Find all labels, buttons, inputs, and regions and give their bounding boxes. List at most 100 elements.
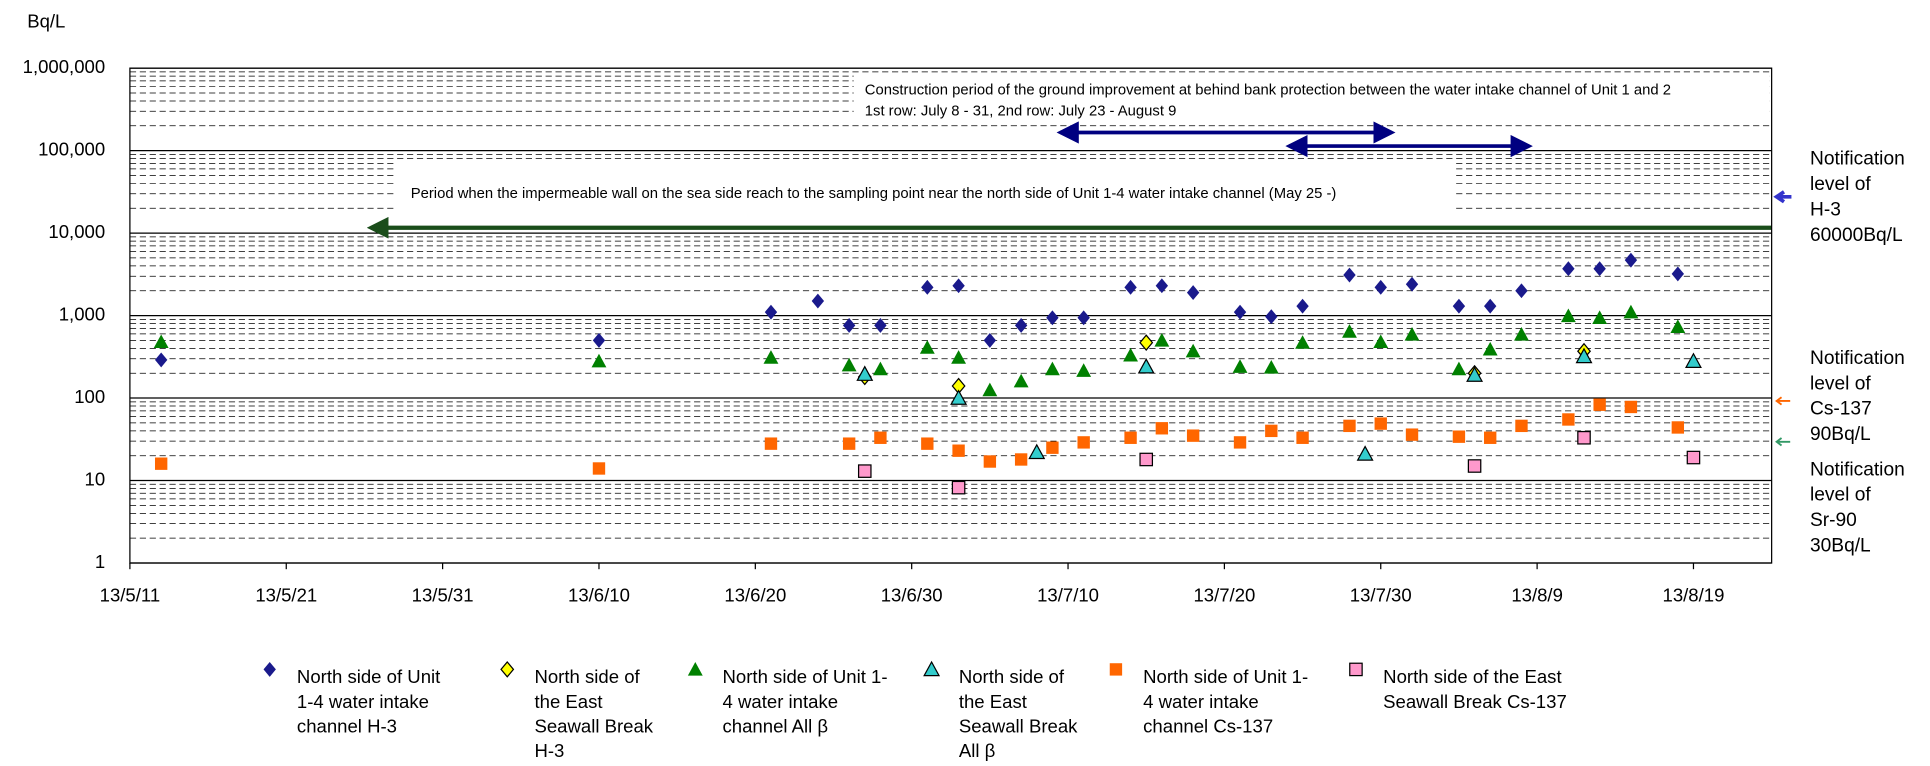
point xyxy=(1467,459,1482,473)
legend-label: North side of Unit 1-4 water intake chan… xyxy=(1143,666,1309,738)
point xyxy=(982,382,998,397)
point xyxy=(1577,430,1591,445)
point xyxy=(592,462,606,475)
notification-text: Sr-90 xyxy=(1810,510,1857,531)
point xyxy=(842,437,856,450)
marks xyxy=(153,252,1702,495)
level-arrow xyxy=(1773,190,1792,204)
legend-marker xyxy=(500,661,515,678)
point xyxy=(763,350,779,364)
point xyxy=(1452,298,1466,314)
point xyxy=(154,457,168,470)
x-tick-label: 13/6/10 xyxy=(568,584,630,605)
notification-text: Notification xyxy=(1810,459,1905,480)
x-tick-label: 13/5/21 xyxy=(255,584,317,605)
point xyxy=(1155,422,1169,435)
point xyxy=(1452,430,1466,443)
annotation-text: 1st row: July 8 - 31, 2nd row: July 23 -… xyxy=(865,103,1177,119)
point xyxy=(764,437,778,450)
point xyxy=(1186,429,1200,442)
notification-text: 90Bq/L xyxy=(1810,424,1871,445)
point xyxy=(1562,261,1575,277)
point xyxy=(857,464,872,478)
x-tick-label: 13/7/30 xyxy=(1350,584,1412,605)
point xyxy=(950,389,968,405)
level-arrow xyxy=(1775,437,1791,447)
point xyxy=(874,431,887,444)
point xyxy=(1343,267,1356,283)
point xyxy=(1077,310,1090,326)
point xyxy=(1077,436,1090,449)
point xyxy=(1186,285,1200,301)
point xyxy=(1139,334,1154,352)
notification-text: Cs-137 xyxy=(1810,399,1872,420)
annotation-box xyxy=(853,74,1770,124)
y-tick-label: 10,000 xyxy=(48,221,105,242)
point xyxy=(1671,266,1685,282)
point xyxy=(592,332,606,348)
point xyxy=(1484,298,1497,314)
legend-marker xyxy=(1109,663,1123,676)
point xyxy=(1044,361,1060,376)
point xyxy=(1484,431,1497,444)
point xyxy=(1671,421,1685,434)
notification-text: Notification xyxy=(1810,348,1905,369)
x-tick-label: 13/6/20 xyxy=(724,584,786,605)
point xyxy=(1232,359,1248,373)
annotation-text: Period when the impermeable wall on the … xyxy=(411,186,1337,202)
point xyxy=(1515,283,1528,299)
point xyxy=(1137,357,1155,374)
point xyxy=(952,278,965,294)
point xyxy=(1014,453,1028,466)
notification-text: H-3 xyxy=(1810,199,1841,220)
point xyxy=(951,350,967,364)
legend-entry: North side of the East Seawall Break Cs-… xyxy=(1383,667,1567,713)
notification-text: Notification xyxy=(1810,149,1905,170)
notification-text: 60000Bq/L xyxy=(1810,225,1903,246)
point xyxy=(1296,298,1309,314)
point xyxy=(1155,278,1169,294)
point xyxy=(1686,450,1701,465)
point xyxy=(856,365,874,381)
point xyxy=(921,437,934,450)
legend-entry: North side of the East Seawall Break H-3 xyxy=(534,666,654,763)
point xyxy=(1046,441,1059,454)
point xyxy=(841,357,857,372)
point xyxy=(1466,366,1484,382)
point xyxy=(1562,413,1575,426)
point xyxy=(1139,452,1154,467)
notification-text: level of xyxy=(1810,174,1871,195)
plot-frame xyxy=(129,67,1773,564)
point xyxy=(1123,347,1139,362)
point xyxy=(1374,279,1387,295)
grid xyxy=(129,67,1772,564)
point xyxy=(1343,419,1356,433)
legend-marker xyxy=(923,660,941,677)
x-tick-label: 13/8/9 xyxy=(1511,584,1563,605)
point xyxy=(1263,360,1279,374)
x-tick-label: 13/5/31 xyxy=(412,584,474,605)
point xyxy=(1575,347,1593,364)
legend-label: North side of the East Seawall Break H-3 xyxy=(534,666,654,763)
legend-entry: North side of Unit 1-4 water intake chan… xyxy=(1143,666,1309,738)
legend-label: North side of Unit 1-4 water intake chan… xyxy=(296,666,441,738)
point xyxy=(1374,417,1387,430)
point xyxy=(764,304,778,320)
point xyxy=(1593,398,1606,411)
y-tick-label: 1,000 xyxy=(59,303,105,324)
annotations xyxy=(366,74,1772,239)
point xyxy=(1451,361,1467,376)
x-tick-label: 13/5/11 xyxy=(100,584,161,605)
legend-marker xyxy=(1349,662,1363,677)
legend-entry: North side of Unit 1-4 water intake chan… xyxy=(723,667,888,738)
x-tick-label: 13/7/10 xyxy=(1037,584,1099,605)
y-tick-label: 1 xyxy=(95,551,105,572)
notification-arrows xyxy=(1773,190,1792,447)
point xyxy=(921,279,934,295)
point xyxy=(1356,445,1374,461)
point xyxy=(951,480,966,495)
point xyxy=(1373,334,1389,349)
point xyxy=(1265,309,1278,325)
